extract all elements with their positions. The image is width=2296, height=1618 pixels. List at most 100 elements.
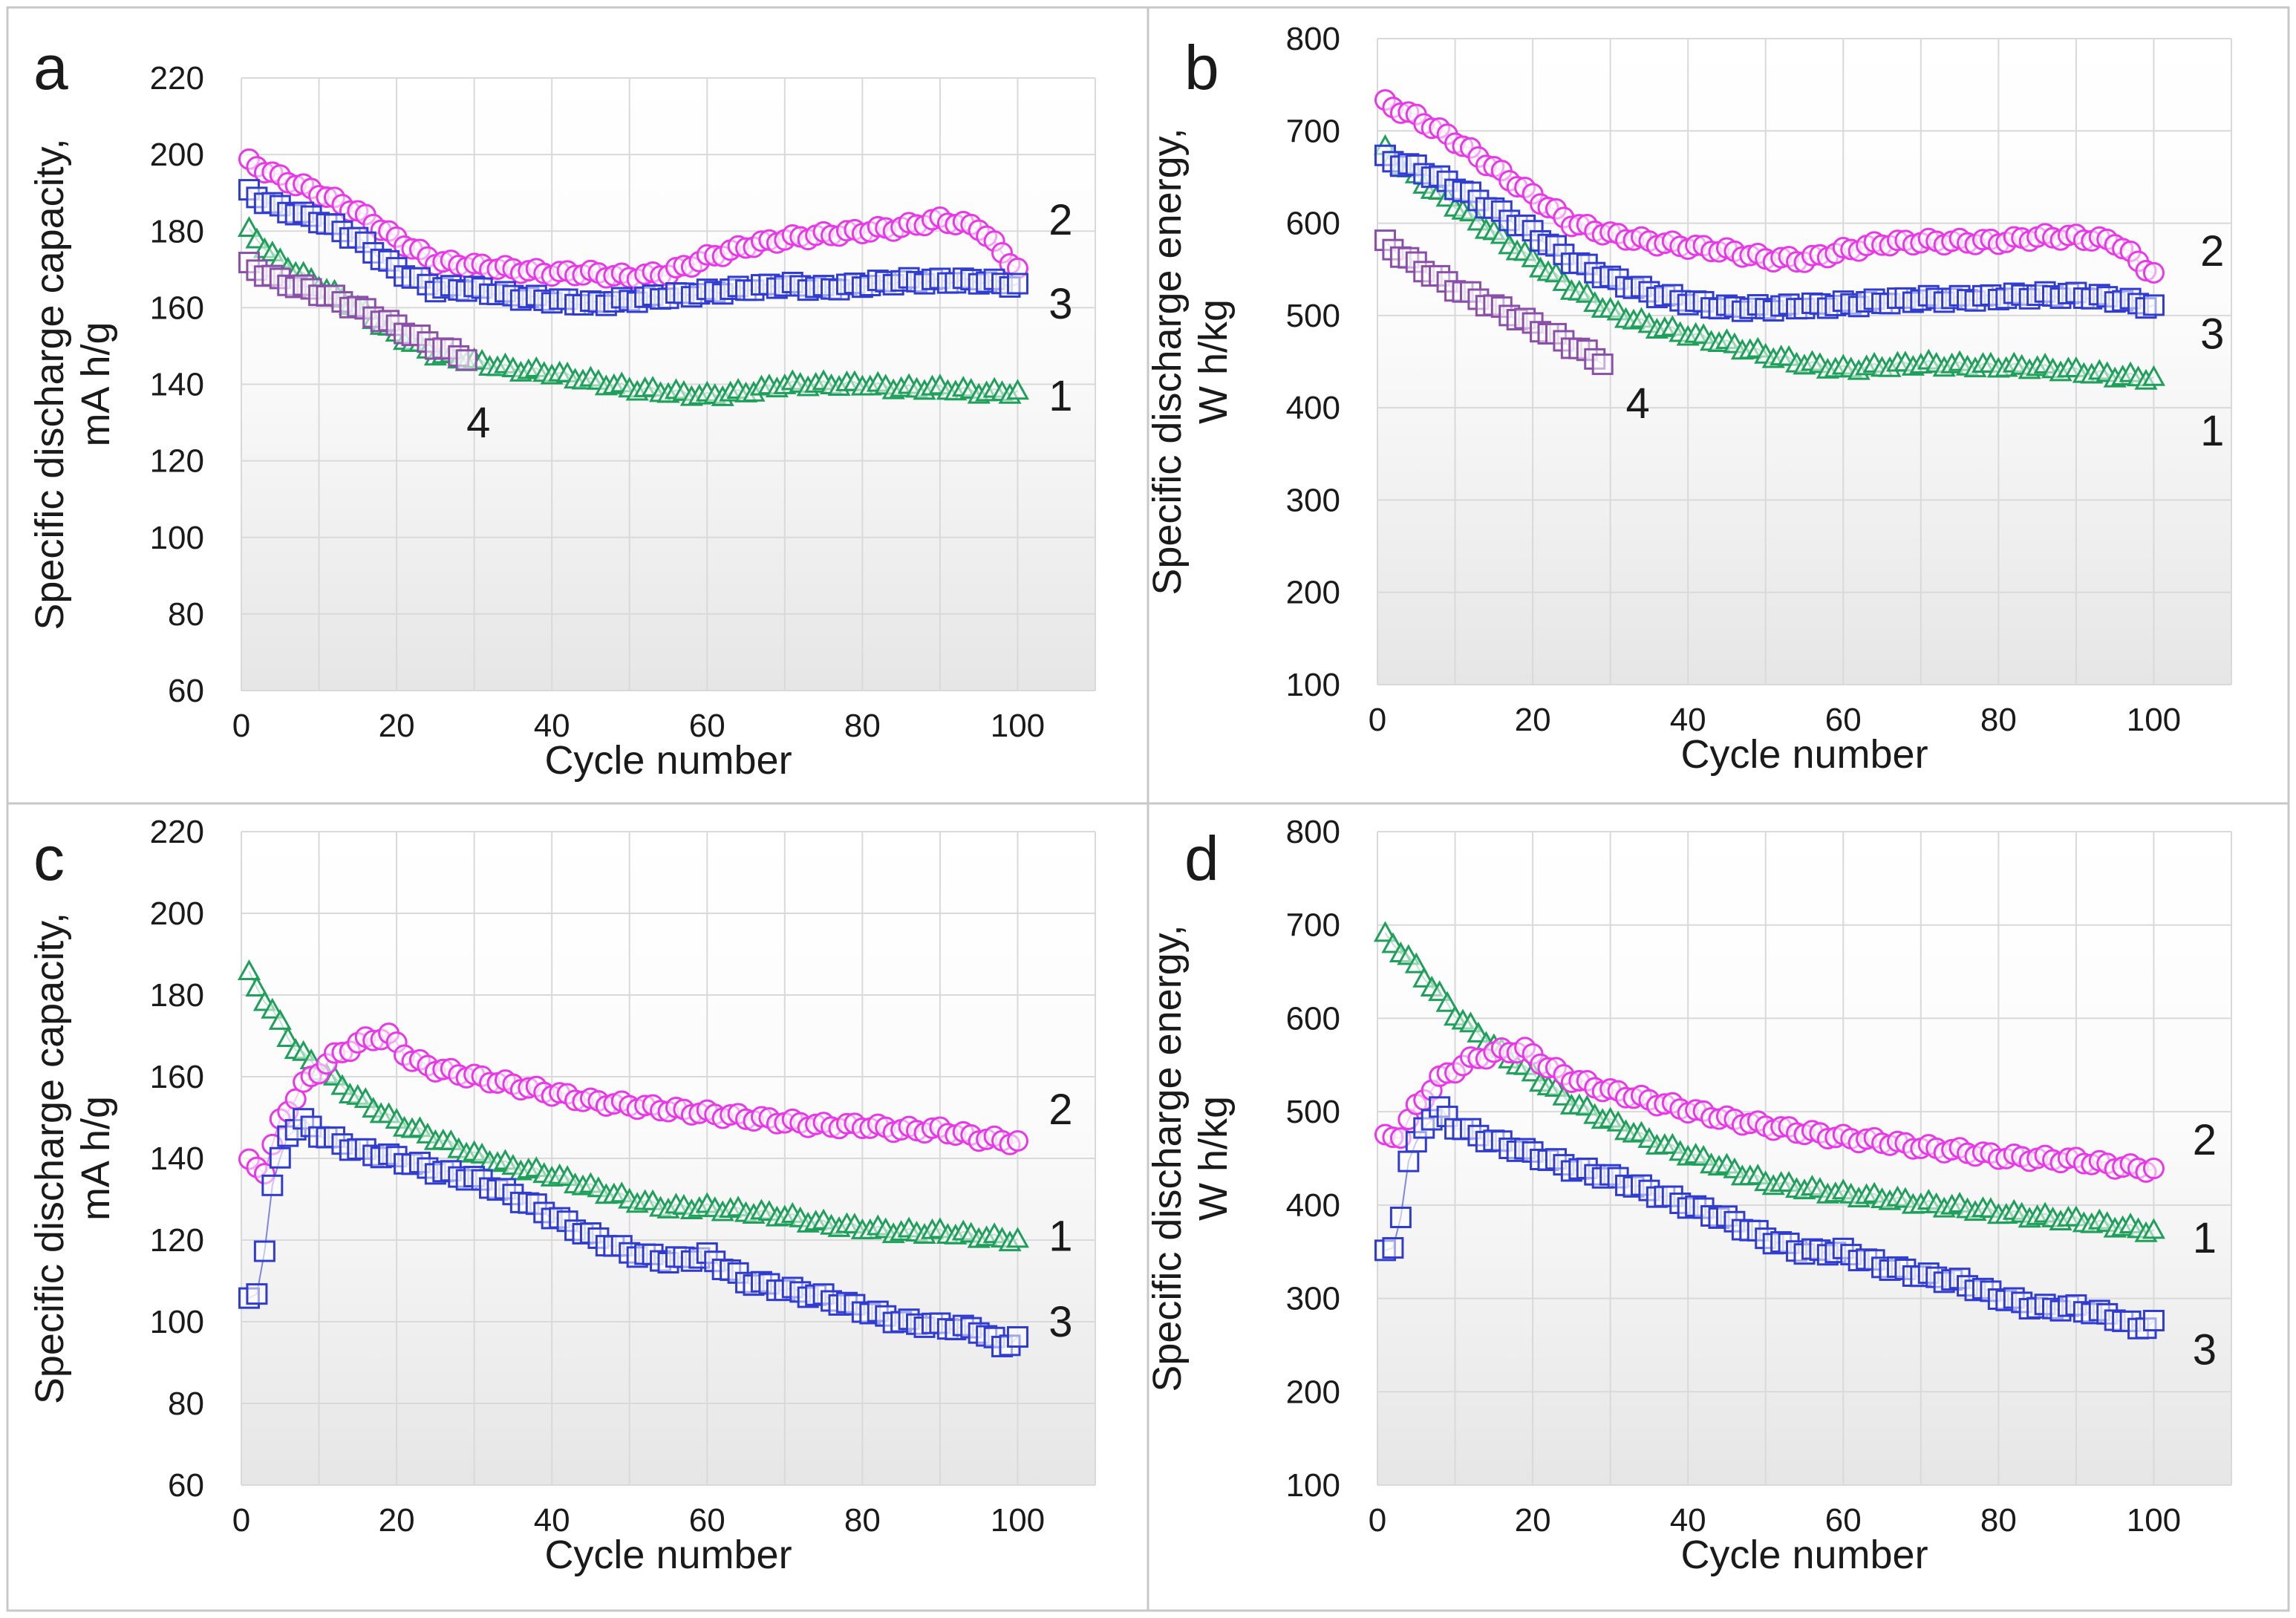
x-tick-label: 80 — [844, 708, 881, 744]
y-tick-label: 160 — [150, 290, 204, 326]
x-tick-label: 40 — [534, 708, 570, 744]
series-4 — [1374, 229, 1614, 376]
y-tick-label: 300 — [1286, 1281, 1340, 1317]
panel-a: 60 80 100 120 140 160 180 200 220 0 20 40 60 80 100 Cyc… — [27, 33, 1096, 783]
data-point — [455, 349, 477, 371]
data-point — [1398, 1150, 1420, 1172]
data-point — [237, 216, 261, 238]
y-tick-label: 80 — [168, 1386, 204, 1422]
y-tick-label: 140 — [150, 367, 204, 403]
y-tick-label: 100 — [150, 1304, 204, 1340]
series-2 — [238, 1022, 1028, 1185]
x-tick-label: 100 — [991, 1502, 1045, 1539]
y-tick-label: 100 — [1286, 1467, 1340, 1504]
data-point — [2142, 294, 2165, 316]
data-point — [1005, 1227, 1030, 1248]
y-tick-label: 200 — [150, 137, 204, 173]
series-1 — [237, 959, 1030, 1252]
y-tick-label: 200 — [150, 896, 204, 932]
x-axis-title: Cycle number — [1680, 732, 1928, 777]
data-point — [1435, 991, 1459, 1012]
x-tick-label: 0 — [1369, 1502, 1386, 1539]
curve-label: 1 — [1048, 372, 1072, 420]
data-point — [2142, 365, 2166, 386]
panel-letter: c — [33, 823, 65, 893]
curve-label: 2 — [2193, 1116, 2217, 1164]
curve-label: 3 — [2193, 1326, 2217, 1374]
x-tick-label: 80 — [1980, 1502, 2017, 1539]
series-4 — [238, 252, 477, 371]
series-2 — [238, 148, 1028, 290]
data-point — [261, 997, 284, 1019]
series-3 — [238, 1108, 1028, 1357]
data-point — [1005, 379, 1030, 400]
y-tick-label: 60 — [168, 1467, 204, 1504]
x-tick-label: 80 — [1980, 702, 2017, 738]
x-tick-label: 60 — [1825, 702, 1862, 738]
y-tick-label: 140 — [150, 1141, 204, 1177]
data-point — [269, 1146, 291, 1169]
data-point — [1006, 273, 1028, 295]
x-tick-label: 100 — [2127, 702, 2181, 738]
curve-label: 2 — [1048, 1086, 1072, 1134]
y-tick-label: 180 — [150, 213, 204, 249]
y-tick-label: 200 — [1286, 1374, 1340, 1410]
curve-label: 1 — [2200, 407, 2224, 455]
data-point — [245, 976, 269, 997]
y-axis-title-line: W h/kg — [1191, 1096, 1236, 1221]
y-axis-title: Specific discharge capacity,mA h/g — [27, 138, 118, 630]
curve-label: 4 — [1626, 379, 1650, 428]
panel-b: 100 200 300 400 500 600 700 800 0 20 40 60 80 100 Cycl… — [1145, 21, 2232, 777]
curve-label: 3 — [2200, 310, 2224, 359]
series-2 — [1374, 1037, 2165, 1183]
y-tick-label: 800 — [1286, 814, 1340, 850]
y-axis-title-line: Specific discharge capacity, — [27, 138, 72, 630]
x-tick-label: 100 — [991, 708, 1045, 744]
panel-c: 60 80 100 120 140 160 180 200 220 0 20 40 60 80 100 Cyc… — [27, 814, 1096, 1577]
data-point — [268, 1008, 292, 1030]
y-tick-label: 800 — [1286, 21, 1340, 57]
y-axis-title: Specific discharge energy,W h/kg — [1145, 128, 1236, 595]
y-axis-title-line: W h/kg — [1191, 299, 1236, 424]
x-tick-label: 40 — [534, 1502, 570, 1539]
data-point — [1458, 1011, 1483, 1033]
y-axis-title-line: mA h/g — [74, 1096, 118, 1221]
y-tick-label: 220 — [150, 814, 204, 850]
y-axis-title-line: Specific discharge capacity, — [27, 913, 72, 1404]
x-tick-label: 20 — [1515, 1502, 1551, 1539]
y-tick-label: 180 — [150, 977, 204, 1014]
data-point — [1428, 980, 1452, 1002]
data-point — [1404, 952, 1428, 973]
data-point — [253, 1240, 275, 1262]
series-3 — [1374, 1096, 2165, 1340]
y-tick-label: 600 — [1286, 1000, 1340, 1037]
y-tick-label: 160 — [150, 1059, 204, 1095]
data-point — [2142, 1158, 2165, 1180]
x-tick-label: 40 — [1670, 702, 1706, 738]
y-tick-label: 220 — [150, 60, 204, 97]
data-point — [246, 1283, 268, 1305]
data-point — [1521, 246, 1545, 267]
x-tick-label: 60 — [1825, 1502, 1862, 1539]
y-tick-label: 200 — [1286, 575, 1340, 611]
x-axis-title: Cycle number — [544, 1533, 792, 1577]
y-tick-label: 80 — [168, 596, 204, 633]
curve-label: 3 — [1048, 280, 1072, 328]
curve-label: 2 — [1048, 196, 1072, 244]
y-tick-label: 60 — [168, 673, 204, 709]
x-tick-label: 60 — [689, 708, 725, 744]
y-tick-label: 120 — [150, 1222, 204, 1259]
y-tick-label: 500 — [1286, 1094, 1340, 1130]
x-tick-label: 40 — [1670, 1502, 1706, 1539]
curve-label: 3 — [1048, 1298, 1072, 1346]
y-tick-label: 400 — [1286, 1187, 1340, 1224]
panel-d: 100 200 300 400 500 600 700 800 0 20 40 60 80 100 Cycl… — [1145, 814, 2232, 1577]
data-point — [276, 1025, 300, 1047]
y-axis-title-line: Specific discharge energy, — [1145, 924, 1190, 1392]
data-point — [1373, 921, 1398, 942]
y-tick-label: 300 — [1286, 482, 1340, 518]
data-point — [261, 1174, 284, 1196]
y-tick-label: 700 — [1286, 907, 1340, 944]
data-point — [2142, 1309, 2165, 1331]
